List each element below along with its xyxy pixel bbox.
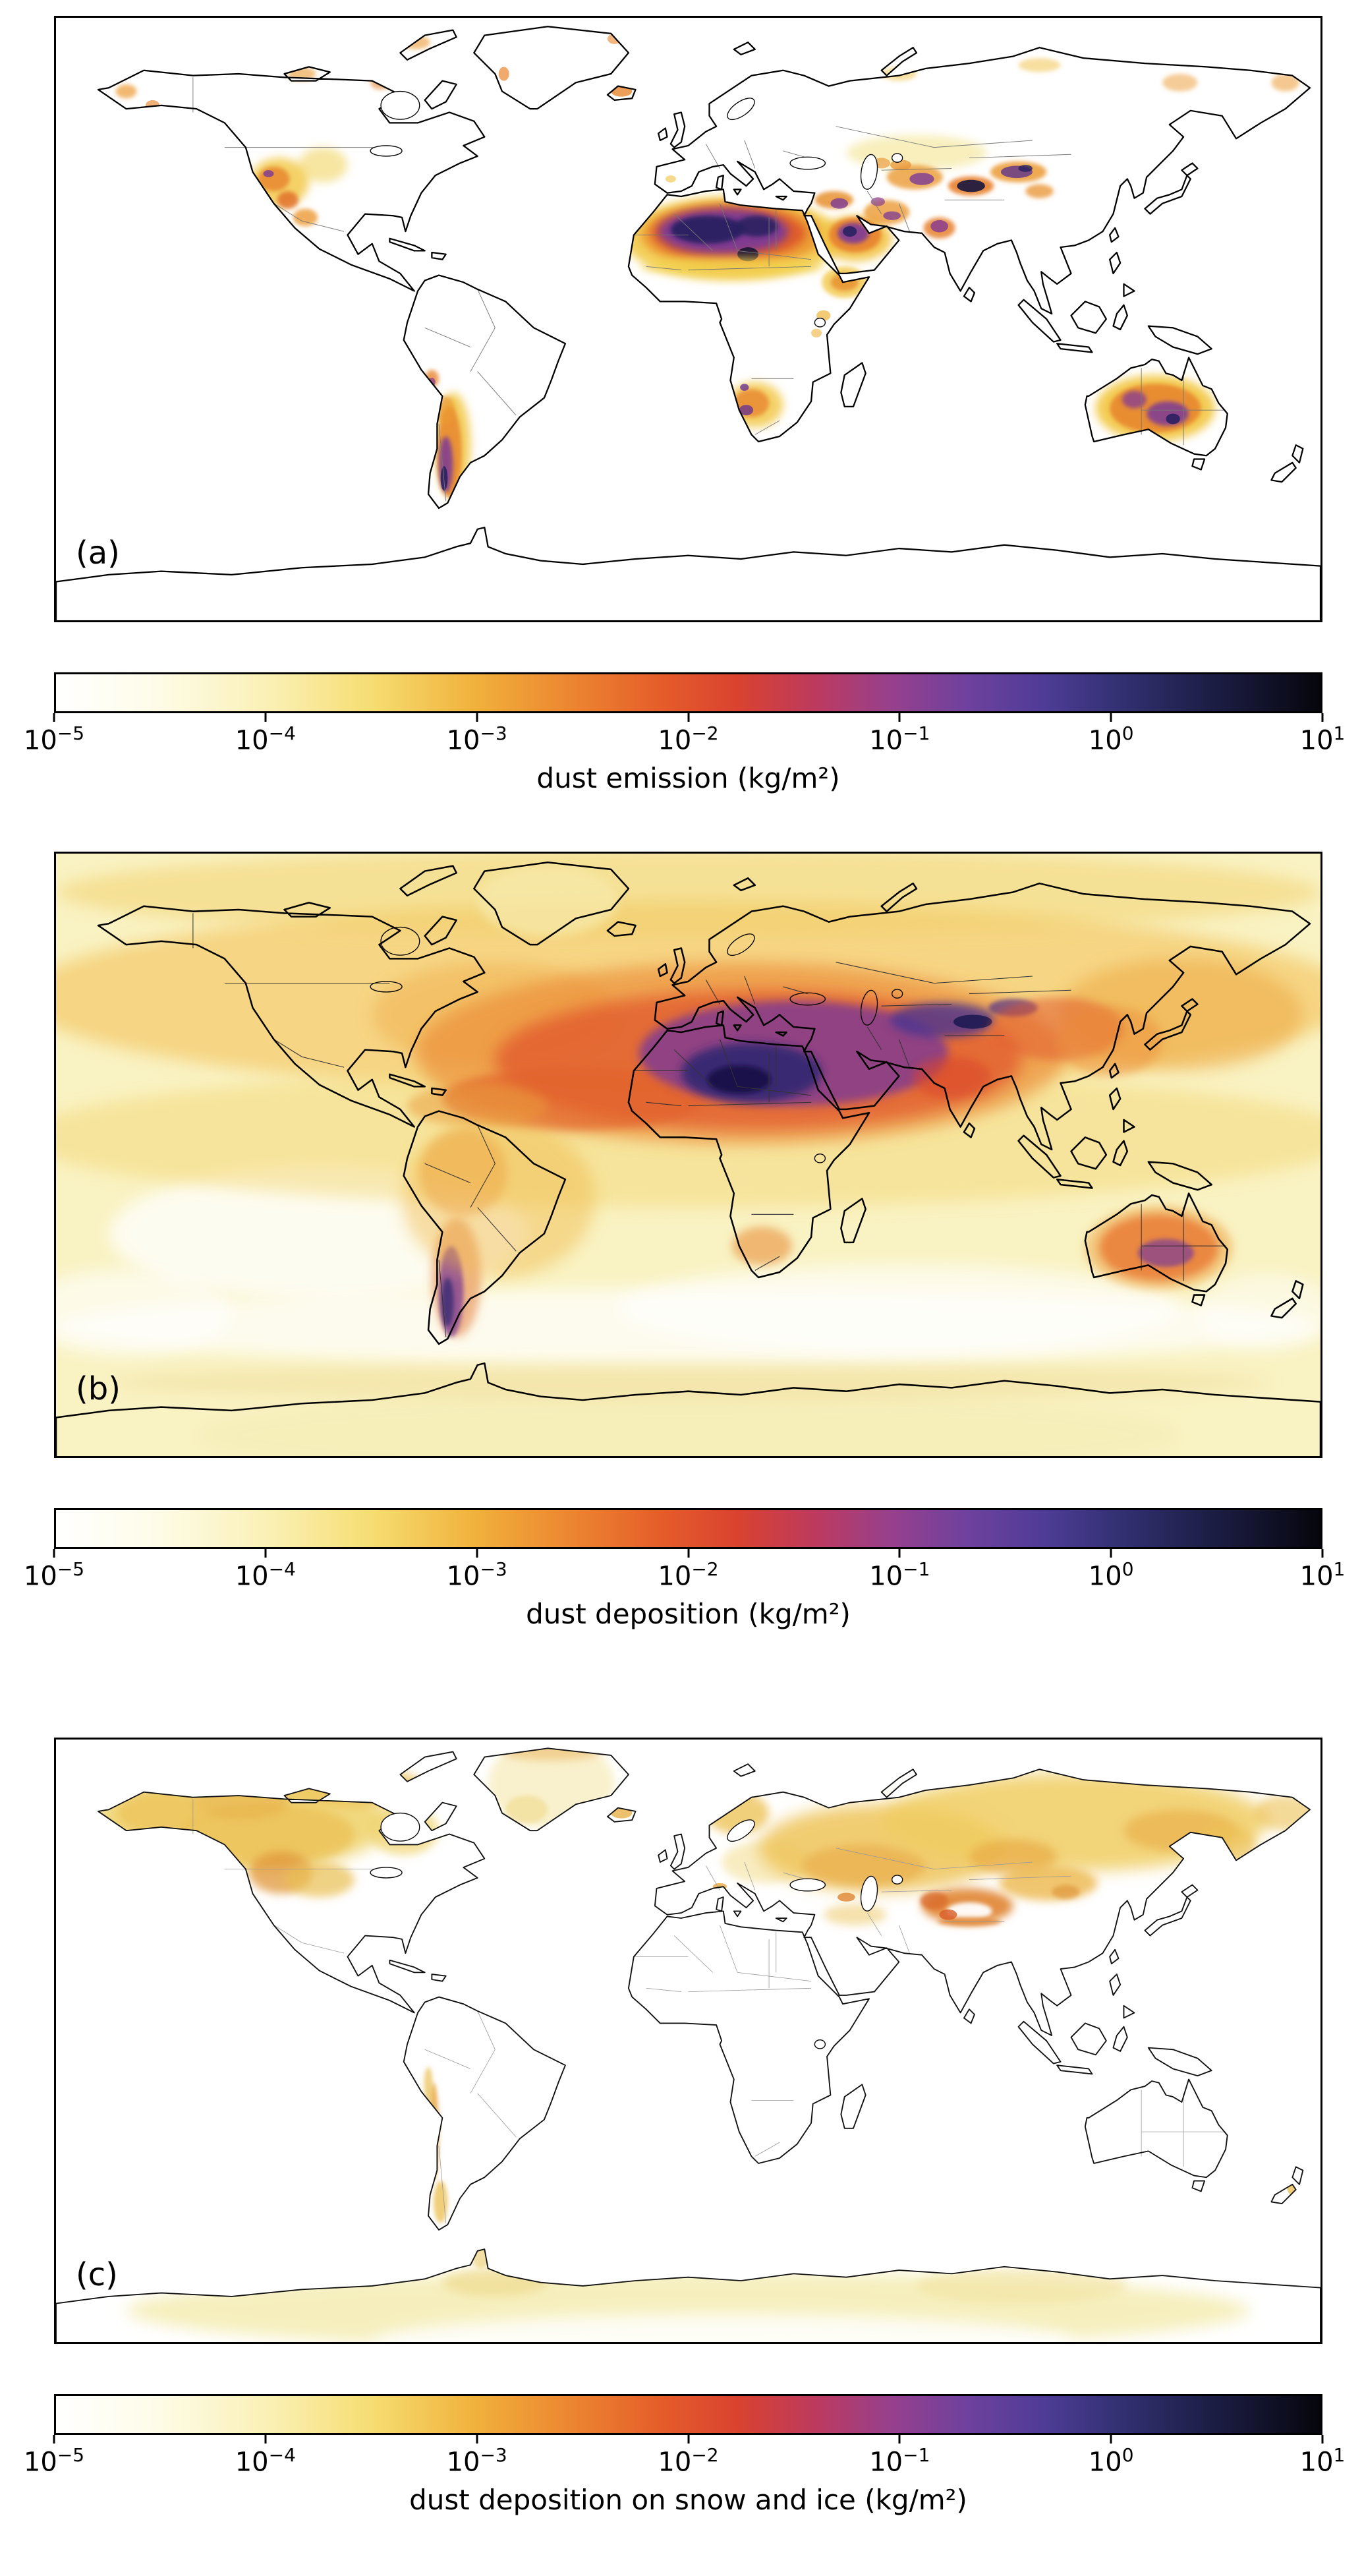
panel-a-section: (a) 10−5 10−4 10−3 10−2 10−1 100 101 dust emis… [24, 16, 1345, 796]
colorbar-tickmark [264, 713, 267, 722]
colorbar-ticks-b [53, 1549, 1324, 1558]
colorbar-tick-label: 10−1 [869, 722, 930, 756]
colorbar-tick-label: 10−4 [235, 1558, 296, 1592]
colorbar-tickmark [53, 713, 55, 722]
panel-label-c: (c) [76, 2256, 118, 2293]
world-map-dust-deposition [56, 854, 1320, 1456]
colorbar-tickmark [1321, 713, 1324, 722]
panel-b-section: (b) 10−5 10−4 10−3 10−2 10−1 100 101 dust depo… [24, 852, 1345, 1632]
colorbar-tickmark [264, 2435, 267, 2444]
world-map-dust-deposition-snow-ice [56, 1740, 1320, 2342]
colorbar-tickmark [53, 2435, 55, 2444]
figure-page: (a) 10−5 10−4 10−3 10−2 10−1 100 101 dust emis… [0, 16, 1362, 2576]
panel-c-section: (c) 10−5 10−4 10−3 10−2 10−1 100 101 dust depo… [24, 1738, 1345, 2518]
colorbar-tick-label: 100 [1088, 1558, 1134, 1592]
colorbar-tick-label: 10−5 [23, 722, 85, 756]
colorbar-c [54, 2394, 1322, 2435]
colorbar-tick-label: 10−3 [446, 1558, 507, 1592]
colorbar-title-c: dust deposition on snow and ice (kg/m²) [409, 2484, 967, 2516]
world-map-dust-emission [56, 18, 1320, 620]
colorbar-tick-label: 10−4 [235, 2444, 296, 2478]
colorbar-tick-label: 101 [1299, 2444, 1346, 2478]
colorbar-tick-label: 10−1 [869, 1558, 930, 1592]
colorbar-tick-label: 100 [1088, 722, 1134, 756]
colorbar-tick-labels-c: 10−5 10−4 10−3 10−2 10−1 100 101 [24, 2444, 1345, 2478]
colorbar-tickmark [1321, 1549, 1324, 1558]
colorbar-tick-label: 10−3 [446, 2444, 507, 2478]
colorbar-tickmark [898, 713, 901, 722]
colorbar-tickmark [898, 2435, 901, 2444]
colorbar-tickmark [264, 1549, 267, 1558]
colorbar-tickmark [687, 1549, 689, 1558]
colorbar-tickmark [476, 1549, 478, 1558]
colorbar-tickmark [1110, 1549, 1112, 1558]
colorbar-tickmark [898, 1549, 901, 1558]
map-panel-a: (a) [54, 16, 1322, 622]
colorbar-title-b: dust deposition (kg/m²) [526, 1598, 851, 1630]
colorbar-tickmark [1321, 2435, 1324, 2444]
colorbar-tick-label: 10−2 [658, 1558, 719, 1592]
colorbar-tick-label: 100 [1088, 2444, 1134, 2478]
colorbar-tickmark [476, 713, 478, 722]
colorbar-tick-label: 10−5 [23, 1558, 85, 1592]
colorbar-title-a: dust emission (kg/m²) [536, 762, 840, 794]
colorbar-tickmark [1110, 713, 1112, 722]
colorbar-ticks-a [53, 713, 1324, 722]
colorbar-tick-labels-a: 10−5 10−4 10−3 10−2 10−1 100 101 [24, 722, 1345, 757]
colorbar-tick-label: 10−2 [658, 2444, 719, 2478]
colorbar-tick-label: 10−4 [235, 722, 296, 756]
colorbar-tick-label: 10−1 [869, 2444, 930, 2478]
colorbar-tick-label: 10−2 [658, 722, 719, 756]
colorbar-tickmark [687, 713, 689, 722]
colorbar-tick-label: 10−5 [23, 2444, 85, 2478]
colorbar-tickmark [53, 1549, 55, 1558]
colorbar-tick-label: 101 [1299, 1558, 1346, 1592]
colorbar-tickmark [476, 2435, 478, 2444]
colorbar-tickmark [687, 2435, 689, 2444]
colorbar-ticks-c [53, 2435, 1324, 2444]
map-panel-b: (b) [54, 852, 1322, 1458]
panel-label-a: (a) [76, 535, 120, 571]
colorbar-tick-label: 10−3 [446, 722, 507, 756]
colorbar-b [54, 1508, 1322, 1549]
colorbar-tick-label: 101 [1299, 722, 1346, 756]
panel-label-b: (b) [76, 1370, 121, 1407]
map-panel-c: (c) [54, 1738, 1322, 2344]
colorbar-tickmark [1110, 2435, 1112, 2444]
colorbar-a [54, 672, 1322, 713]
colorbar-tick-labels-b: 10−5 10−4 10−3 10−2 10−1 100 101 [24, 1558, 1345, 1593]
